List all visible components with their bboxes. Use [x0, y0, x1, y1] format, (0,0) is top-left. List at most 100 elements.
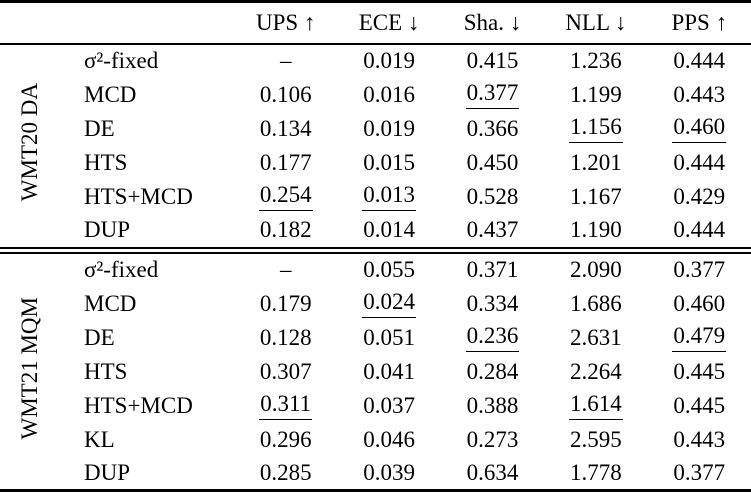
column-header-nll: NLL ↓	[544, 1, 648, 45]
best-value: 1.156	[568, 115, 623, 143]
metric-value: 1.199	[569, 81, 622, 107]
metric-value: 0.479	[648, 321, 751, 355]
method-label: DUP	[84, 217, 131, 242]
column-header-pps: PPS ↑	[647, 1, 751, 45]
metric-value: 1.190	[569, 217, 622, 242]
metric-value: 0.134	[259, 115, 312, 141]
method-label: MCD	[84, 81, 137, 107]
best-value: 1.614	[568, 392, 623, 420]
metric-value: 0.445	[673, 392, 726, 418]
table-row: DUP 0.182 0.014 0.437 1.190 0.444	[0, 214, 751, 248]
best-value: 0.377	[465, 81, 520, 109]
method-label: DUP	[84, 459, 131, 485]
table-row: DE 0.134 0.019 0.366 1.156 0.460	[0, 112, 751, 146]
metric-value: 0.179	[259, 290, 312, 316]
metric-value: 0.296	[259, 426, 312, 452]
table-row: HTS+MCD 0.311 0.037 0.388 1.614 0.445	[0, 389, 751, 423]
column-header-sha: Sha. ↓	[440, 1, 545, 45]
table-header: UPS ↑ ECE ↓ Sha. ↓ NLL ↓ PPS ↑	[0, 1, 751, 45]
metric-value: 0.371	[466, 257, 519, 282]
best-value: 0.254	[258, 183, 313, 211]
metric-value: 0.285	[259, 459, 312, 485]
metric-value: 0.016	[363, 81, 415, 107]
best-value: 0.479	[672, 324, 727, 352]
metric-value: 0.019	[363, 115, 415, 141]
metric-value: 0.182	[259, 217, 312, 242]
table-row: MCD 0.179 0.024 0.334 1.686 0.460	[0, 287, 751, 321]
metric-value: 0.460	[673, 290, 726, 316]
table-group: WMT21 MQM σ²-fixed – 0.055 0.371 2.090 0.377 MC…	[0, 253, 751, 491]
best-value: 0.460	[672, 115, 727, 143]
metric-value: 0.443	[673, 81, 726, 107]
metric-value: 0.445	[673, 358, 726, 384]
metric-value: 0.388	[466, 392, 519, 418]
method-label: HTS	[84, 358, 128, 384]
best-value: 0.024	[362, 290, 416, 318]
metric-value: 0.015	[363, 149, 415, 175]
metric-value: 0.177	[259, 149, 312, 175]
method-label: HTS+MCD	[84, 392, 193, 418]
metric-value: 1.236	[569, 48, 622, 73]
column-header-ups: UPS ↑	[234, 1, 338, 45]
table-row: KL 0.296 0.046 0.273 2.595 0.443	[0, 423, 751, 457]
metric-value: 1.201	[569, 149, 622, 175]
separator-row	[0, 246, 751, 254]
method-label: HTS	[84, 149, 128, 175]
group-label-text: WMT21 MQM	[16, 297, 42, 440]
header-spacer	[0, 1, 234, 45]
metric-value: 0.273	[466, 426, 519, 452]
group-label: WMT20 DA	[0, 44, 58, 248]
best-value: 0.311	[259, 392, 313, 420]
metric-value: 0.443	[673, 426, 726, 452]
method-label: DE	[84, 324, 115, 350]
metric-value: 0.429	[673, 183, 726, 209]
metric-value: 0.415	[466, 48, 519, 73]
metric-value: 0.014	[363, 217, 415, 242]
method-label: σ²-fixed	[84, 48, 159, 73]
metric-value: 0.634	[466, 459, 519, 485]
metric-value: 0.444	[673, 48, 726, 73]
metric-value: 0.460	[648, 112, 751, 146]
metric-value: 0.444	[673, 149, 726, 175]
metric-value: 0.366	[466, 115, 519, 141]
metric-value: 0.444	[673, 217, 726, 242]
table-row: MCD 0.106 0.016 0.377 1.199 0.443	[0, 78, 751, 112]
metric-value: 0.019	[363, 48, 415, 73]
metric-value: –	[279, 257, 292, 282]
table-row: HTS 0.307 0.041 0.284 2.264 0.445	[0, 355, 751, 389]
metric-value: 0.437	[466, 217, 519, 242]
header-row: UPS ↑ ECE ↓ Sha. ↓ NLL ↓ PPS ↑	[0, 1, 751, 45]
table-row: DE 0.128 0.051 0.236 2.631 0.479	[0, 321, 751, 355]
metric-value: 0.528	[466, 183, 519, 209]
method-label: DE	[84, 115, 115, 141]
table-row: WMT21 MQM σ²-fixed – 0.055 0.371 2.090 0.377	[0, 253, 751, 439]
metric-value: 0.055	[363, 257, 415, 282]
metric-value: 2.264	[569, 358, 622, 384]
metric-value: 1.156	[544, 112, 647, 146]
table-group: WMT20 DA σ²-fixed – 0.019 0.415 1.236 0.444 MCD…	[0, 44, 751, 248]
table-row: HTS 0.177 0.015 0.450 1.201 0.444	[0, 146, 751, 180]
table-row: DUP 0.285 0.039 0.634 1.778 0.377	[0, 457, 751, 491]
best-value: 0.236	[465, 324, 520, 352]
group-label: WMT21 MQM	[0, 253, 58, 491]
metric-value: 0.013	[337, 180, 440, 214]
method-label: σ²-fixed	[84, 257, 159, 282]
metric-value: 2.595	[569, 426, 622, 452]
group-separator	[0, 246, 751, 254]
table-row: WMT20 DA σ²-fixed – 0.019 0.415 1.236 0.444	[0, 44, 751, 202]
method-label: HTS+MCD	[84, 183, 193, 209]
metric-value: 0.051	[363, 324, 415, 350]
metric-value: 0.041	[363, 358, 415, 384]
metric-value: 0.377	[673, 257, 726, 282]
group-label-text: WMT20 DA	[16, 83, 42, 202]
metric-value: 0.128	[259, 324, 312, 350]
method-label: KL	[84, 426, 115, 452]
metric-value: 0.377	[673, 459, 726, 485]
metric-value: 0.024	[337, 287, 440, 321]
metric-value: 0.039	[363, 459, 415, 485]
metric-value: 0.307	[259, 358, 312, 384]
column-header-ece: ECE ↓	[337, 1, 441, 45]
metric-value: 0.284	[466, 358, 519, 384]
